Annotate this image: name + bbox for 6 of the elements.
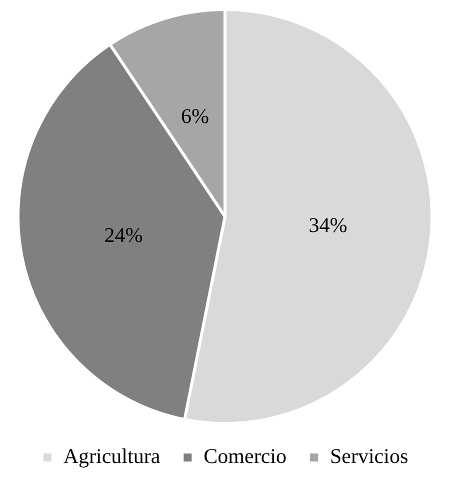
legend-label: Comercio	[204, 444, 286, 468]
legend-label: Agricultura	[63, 444, 161, 468]
data-label: 34%	[308, 213, 348, 238]
legend-label: Servicios	[330, 444, 408, 468]
data-label: 24%	[104, 223, 143, 248]
data-label: 6%	[180, 104, 209, 128]
